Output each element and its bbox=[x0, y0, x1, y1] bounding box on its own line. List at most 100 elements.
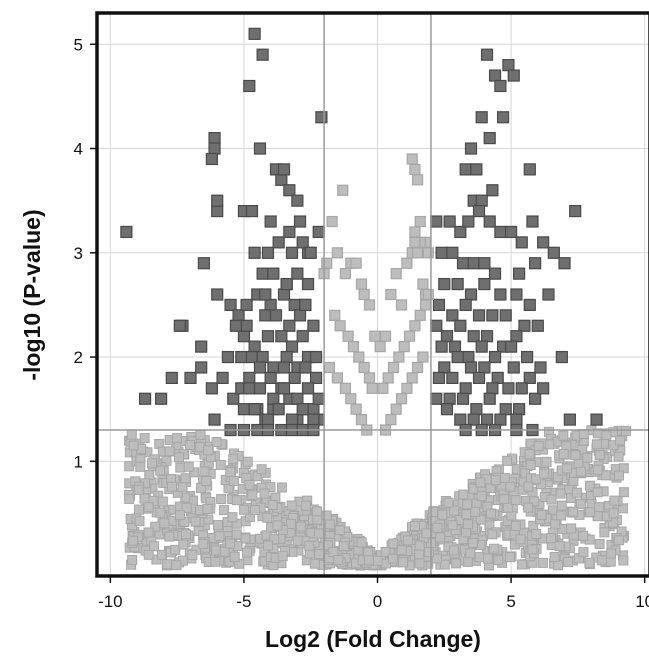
background-point bbox=[304, 540, 315, 551]
non-significant-point bbox=[393, 351, 405, 363]
significant-point bbox=[248, 403, 261, 416]
significant-point bbox=[243, 79, 256, 93]
significant-point bbox=[435, 246, 448, 259]
significant-point bbox=[272, 236, 285, 249]
significant-point bbox=[293, 309, 307, 322]
significant-point bbox=[267, 267, 280, 280]
background-point bbox=[502, 455, 513, 466]
significant-point bbox=[467, 330, 480, 343]
significant-point bbox=[259, 309, 272, 322]
significant-point bbox=[280, 350, 293, 364]
significant-point bbox=[253, 361, 267, 374]
background-point bbox=[128, 535, 139, 546]
non-significant-point bbox=[339, 382, 352, 394]
background-point bbox=[458, 489, 469, 500]
significant-point bbox=[296, 403, 309, 416]
significant-point bbox=[285, 413, 299, 426]
significant-point bbox=[529, 257, 542, 270]
background-point bbox=[227, 512, 238, 523]
y-tick-label: 1 bbox=[74, 452, 83, 471]
background-point bbox=[556, 500, 567, 511]
background-point bbox=[592, 487, 603, 498]
significant-point bbox=[430, 319, 443, 332]
background-point bbox=[148, 541, 159, 552]
background-point bbox=[570, 450, 581, 461]
background-point bbox=[216, 494, 227, 505]
non-significant-point bbox=[355, 278, 368, 290]
significant-point bbox=[488, 69, 502, 82]
significant-point bbox=[197, 257, 210, 270]
background-point bbox=[554, 541, 565, 552]
background-point bbox=[556, 510, 567, 521]
significant-point bbox=[280, 277, 293, 291]
background-point bbox=[414, 549, 425, 560]
x-axis-ticks: -10 -5 0 5 10 bbox=[98, 576, 649, 611]
significant-point bbox=[432, 371, 446, 385]
significant-point bbox=[478, 361, 491, 374]
significant-point bbox=[155, 392, 168, 405]
significant-point bbox=[296, 330, 309, 343]
background-point bbox=[490, 475, 501, 486]
significant-point bbox=[526, 215, 539, 228]
background-point bbox=[553, 560, 564, 571]
significant-point bbox=[464, 288, 478, 301]
significant-point bbox=[264, 298, 277, 312]
significant-point bbox=[507, 69, 520, 82]
background-point bbox=[476, 491, 487, 502]
significant-point bbox=[446, 309, 459, 322]
background-point bbox=[550, 519, 561, 530]
background-point bbox=[468, 537, 479, 548]
significant-point bbox=[510, 413, 523, 426]
significant-point bbox=[245, 350, 259, 364]
background-point bbox=[195, 429, 206, 440]
non-significant-point bbox=[331, 372, 344, 384]
non-significant-point bbox=[329, 309, 341, 321]
background-point bbox=[582, 452, 593, 463]
significant-point bbox=[272, 403, 285, 416]
significant-point bbox=[515, 382, 528, 395]
significant-point bbox=[515, 236, 528, 249]
significant-point bbox=[299, 361, 312, 374]
non-significant-point bbox=[385, 414, 397, 426]
significant-point bbox=[264, 371, 277, 385]
significant-point bbox=[507, 361, 520, 374]
background-point bbox=[387, 553, 398, 564]
background-point bbox=[309, 558, 320, 569]
significant-point bbox=[211, 204, 224, 218]
significant-point bbox=[531, 319, 544, 332]
background-point bbox=[601, 470, 612, 481]
non-significant-point bbox=[369, 330, 381, 342]
y-axis-ticks: 1 2 3 4 5 bbox=[74, 35, 97, 471]
significant-point bbox=[277, 163, 291, 176]
background-point bbox=[599, 527, 610, 538]
significant-point bbox=[165, 371, 178, 385]
background-point bbox=[162, 559, 173, 570]
background-point bbox=[584, 480, 595, 491]
background-point bbox=[527, 544, 538, 555]
significant-point bbox=[277, 361, 291, 374]
background-point bbox=[187, 550, 198, 561]
significant-point bbox=[454, 319, 467, 332]
background-point bbox=[474, 552, 485, 563]
background-point bbox=[566, 523, 577, 534]
x-tick-label: 10 bbox=[635, 592, 649, 611]
background-point bbox=[566, 493, 577, 504]
background-point bbox=[475, 514, 486, 525]
background-point bbox=[183, 461, 194, 472]
non-significant-point bbox=[401, 257, 413, 269]
background-point bbox=[259, 488, 270, 499]
significant-point bbox=[459, 163, 472, 176]
significant-point bbox=[491, 371, 504, 385]
significant-point bbox=[472, 204, 486, 218]
background-point bbox=[546, 494, 557, 505]
background-point bbox=[372, 555, 383, 566]
significant-point bbox=[472, 309, 486, 322]
non-significant-point bbox=[385, 288, 397, 301]
significant-point bbox=[245, 204, 259, 218]
background-point bbox=[428, 507, 439, 518]
significant-point bbox=[256, 350, 269, 364]
background-point bbox=[487, 529, 498, 540]
y-tick-label: 3 bbox=[74, 244, 83, 263]
background-point bbox=[225, 466, 236, 477]
background-point bbox=[462, 556, 473, 567]
